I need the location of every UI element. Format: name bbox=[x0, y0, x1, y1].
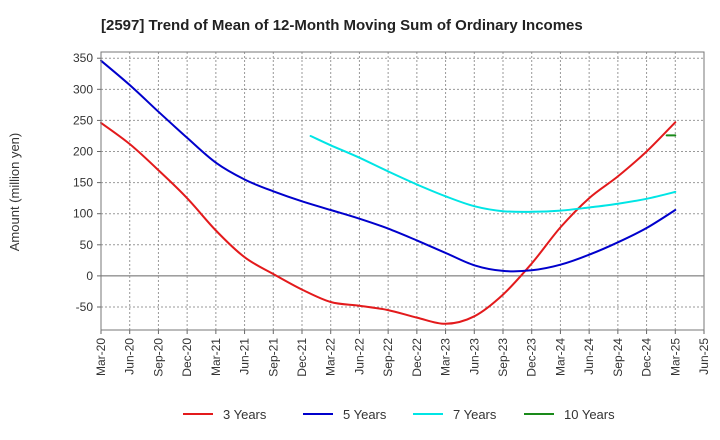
x-tick-label: Jun-20 bbox=[123, 338, 137, 375]
x-tick-label: Jun-24 bbox=[582, 338, 596, 375]
x-tick-label: Sep-22 bbox=[381, 338, 395, 377]
y-tick-label: 0 bbox=[86, 269, 93, 283]
y-tick-label: 50 bbox=[80, 238, 94, 252]
legend-label-3-years: 3 Years bbox=[223, 407, 267, 422]
x-axis-ticks: Mar-20 Jun-20 Sep-20 Dec-20 Mar-21 Jun-21 Sep-… bbox=[94, 330, 711, 377]
y-axis-ticks: 350 300 250 200 150 100 50 0 -50 bbox=[73, 51, 101, 314]
y-tick-label: 300 bbox=[73, 82, 93, 96]
x-tick-label: Jun-23 bbox=[467, 338, 481, 375]
x-tick-label: Dec-23 bbox=[525, 338, 539, 377]
legend-label-5-years: 5 Years bbox=[343, 407, 387, 422]
y-tick-label: -50 bbox=[76, 300, 94, 314]
x-tick-label: Mar-20 bbox=[94, 338, 108, 376]
plot-frame bbox=[100, 51, 705, 331]
y-tick-label: 100 bbox=[73, 207, 93, 221]
x-tick-label: Mar-23 bbox=[439, 338, 453, 376]
x-tick-label: Sep-21 bbox=[266, 338, 280, 377]
x-tick-label: Mar-21 bbox=[209, 338, 223, 376]
series-line-5-years bbox=[100, 59, 677, 273]
y-tick-label: 350 bbox=[73, 51, 93, 65]
x-tick-label: Dec-22 bbox=[410, 338, 424, 377]
y-tick-label: 200 bbox=[73, 145, 93, 159]
y-tick-label: 150 bbox=[73, 176, 93, 190]
series-line-3-years bbox=[100, 121, 677, 325]
x-tick-label: Mar-24 bbox=[553, 338, 567, 376]
x-tick-label: Dec-20 bbox=[180, 338, 194, 377]
x-tick-label: Jun-25 bbox=[697, 338, 711, 375]
x-tick-label: Mar-22 bbox=[324, 338, 338, 376]
y-tick-label: 250 bbox=[73, 113, 93, 127]
legend: 3 Years 5 Years 7 Years 10 Years bbox=[183, 407, 615, 422]
x-tick-label: Jun-22 bbox=[352, 338, 366, 375]
x-tick-label: Mar-25 bbox=[668, 338, 682, 376]
chart-title: [2597] Trend of Mean of 12-Month Moving … bbox=[101, 17, 583, 34]
x-tick-label: Sep-24 bbox=[611, 338, 625, 377]
legend-label-7-years: 7 Years bbox=[453, 407, 497, 422]
series-line-7-years bbox=[309, 135, 677, 213]
x-tick-label: Dec-21 bbox=[295, 338, 309, 377]
series-lines bbox=[100, 59, 677, 325]
x-tick-label: Sep-23 bbox=[496, 338, 510, 377]
x-tick-label: Jun-21 bbox=[238, 338, 252, 375]
x-tick-label: Sep-20 bbox=[151, 338, 165, 377]
y-axis-label: Amount (million yen) bbox=[7, 133, 22, 252]
legend-label-10-years: 10 Years bbox=[564, 407, 615, 422]
x-tick-label: Dec-24 bbox=[640, 338, 654, 377]
grid bbox=[100, 52, 705, 330]
